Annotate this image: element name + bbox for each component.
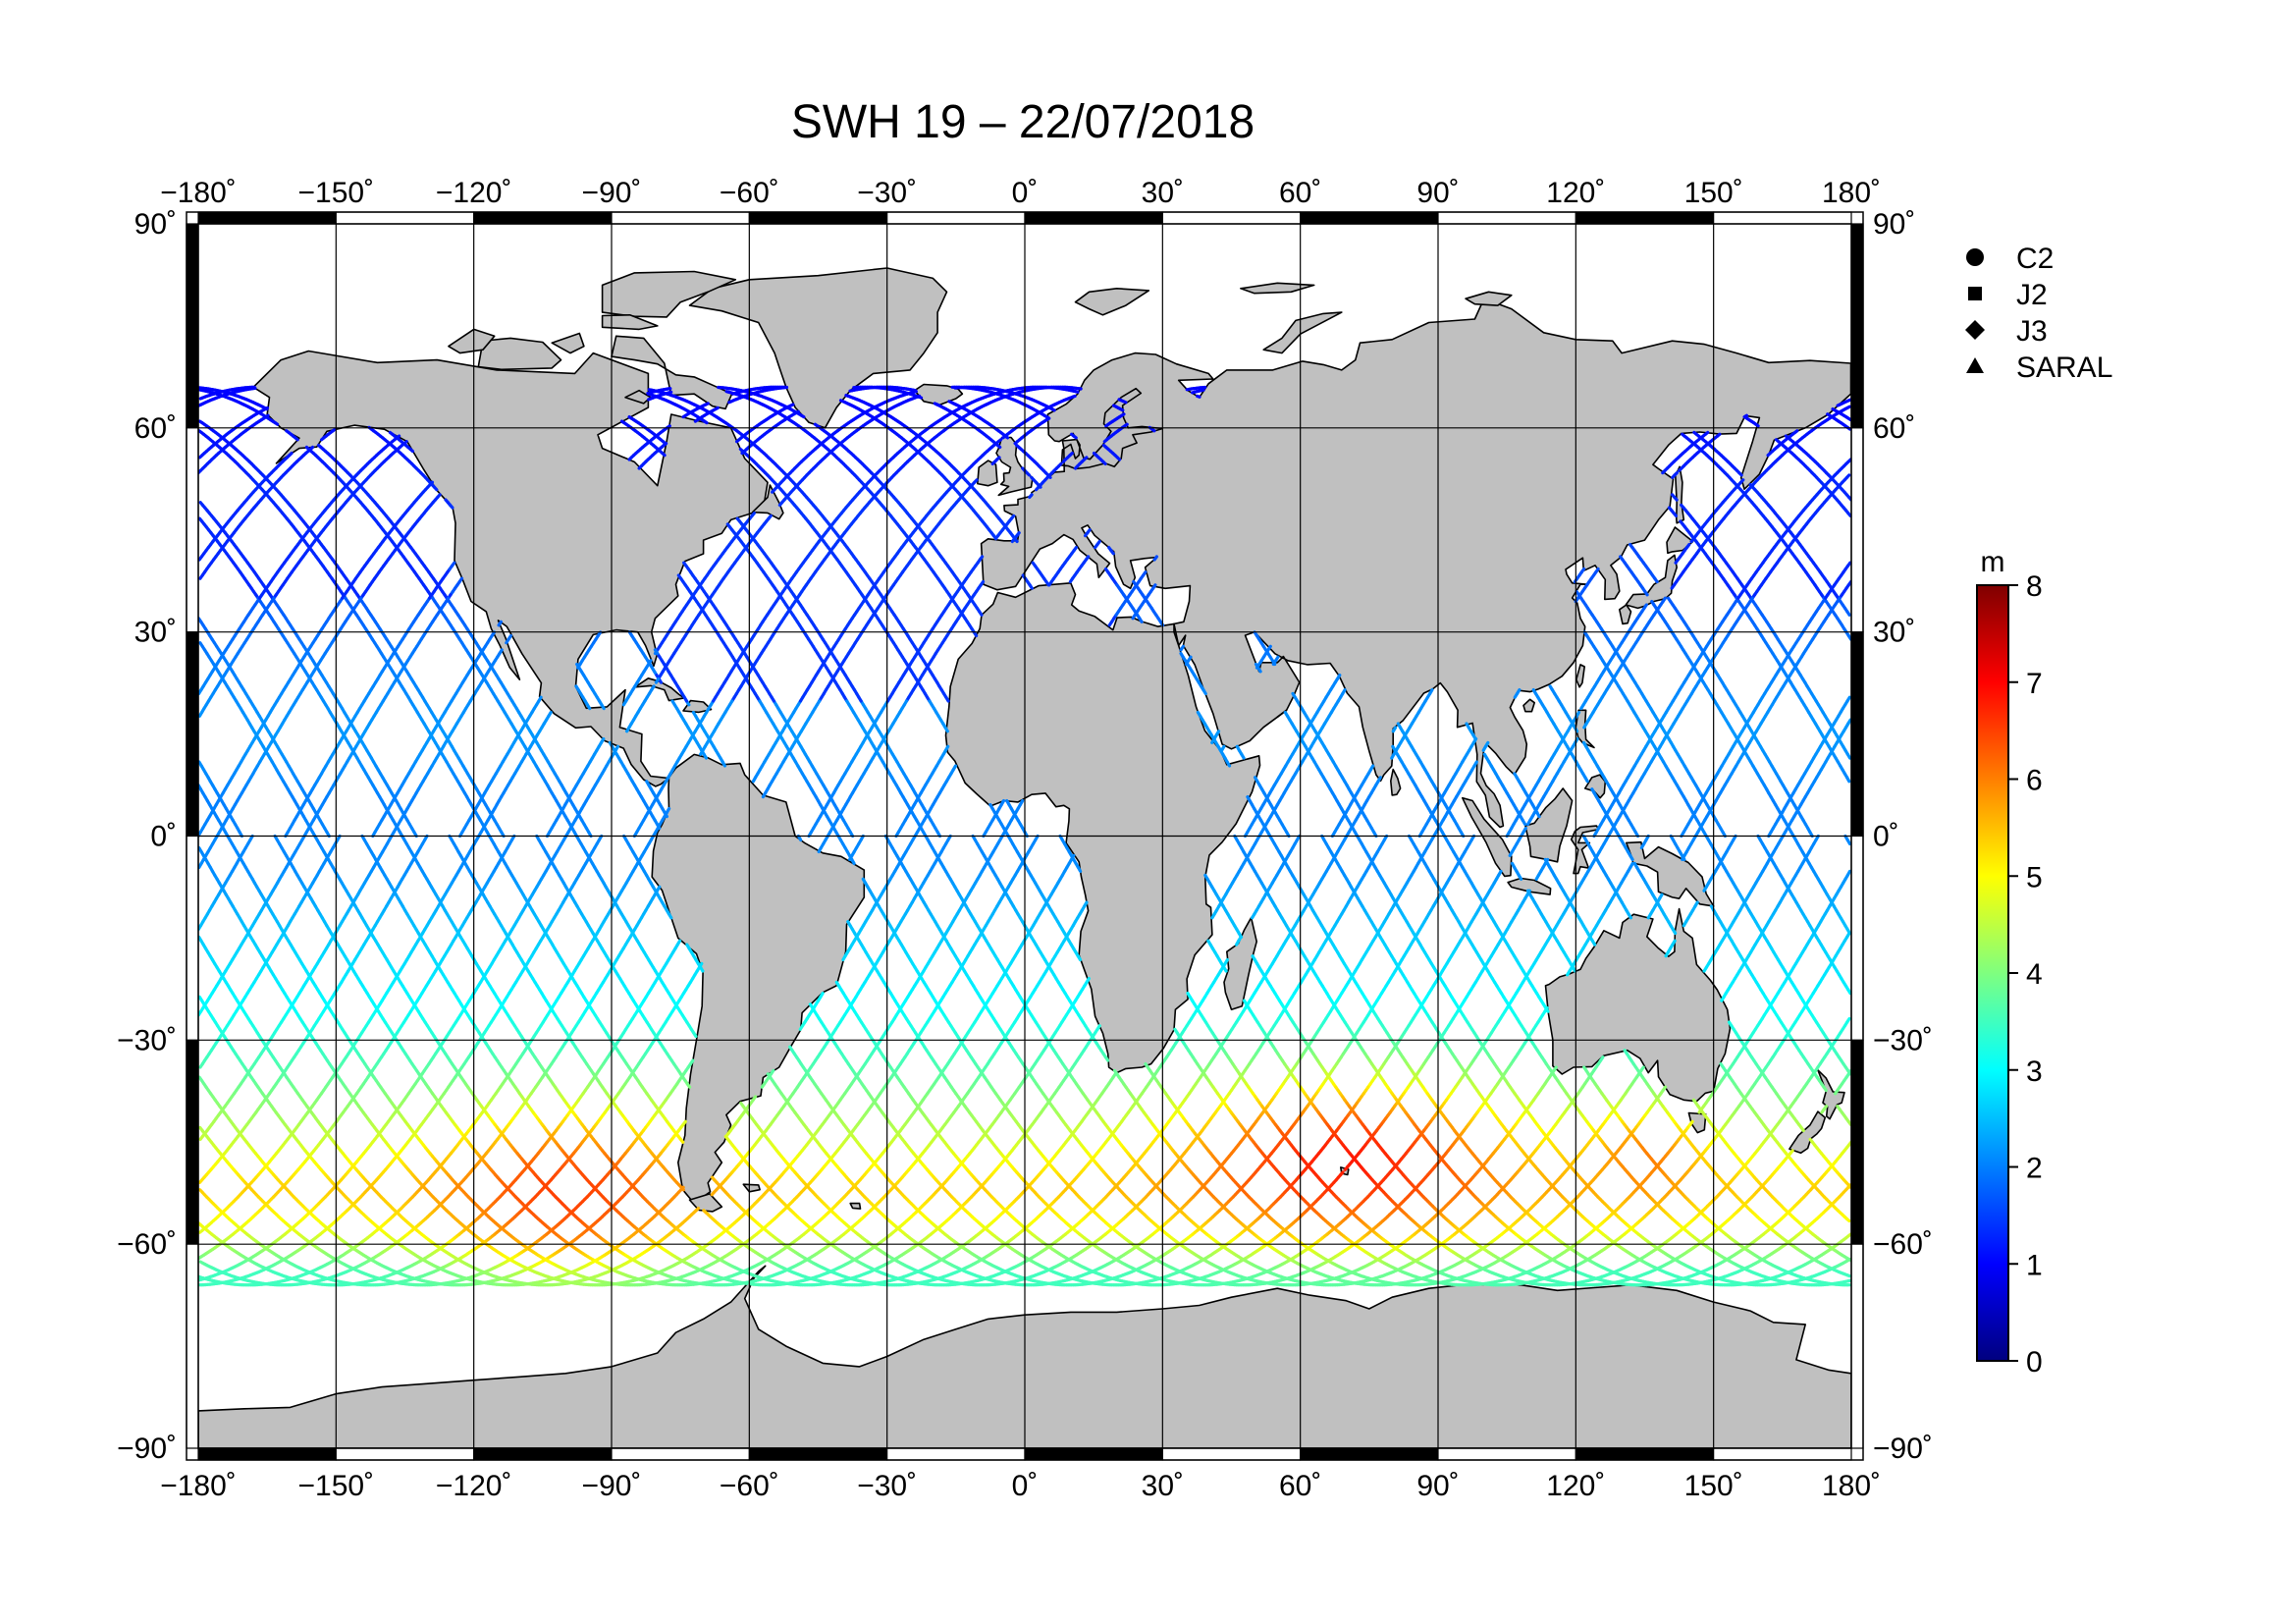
- track-segment: [450, 561, 456, 568]
- land-hispaniola: [682, 699, 713, 714]
- land-baffin-island: [611, 335, 733, 410]
- track-segment: [1845, 927, 1851, 936]
- land-java: [1507, 877, 1552, 895]
- track-segment: [1009, 514, 1016, 520]
- land-severnaya-zemlya: [1465, 291, 1513, 306]
- track-segment: [1671, 927, 1678, 936]
- track-segment: [497, 620, 503, 627]
- track-segment: [1028, 493, 1034, 499]
- track-segment: [750, 511, 757, 518]
- land-ellesmere-island: [601, 270, 737, 318]
- land-japan-kyushu: [1619, 604, 1632, 625]
- land-ireland: [976, 460, 998, 487]
- track-segment: [1661, 1085, 1668, 1093]
- track-segment: [1583, 776, 1589, 784]
- track-segment: [1086, 528, 1092, 535]
- track-segment: [1076, 954, 1083, 962]
- land-prince-of-wales: [551, 332, 585, 354]
- track-segment: [1118, 407, 1125, 412]
- land-new-zealand-north: [1817, 1069, 1845, 1120]
- track-segment: [1141, 570, 1148, 577]
- land-sri-lanka: [1390, 768, 1402, 796]
- track-segment: [599, 736, 606, 745]
- track-segment: [1814, 834, 1820, 842]
- land-sulawesi: [1570, 825, 1600, 875]
- track-segment: [999, 798, 1006, 807]
- track-segment: [666, 424, 671, 429]
- land-luzon: [1575, 709, 1595, 749]
- track-segment: [1845, 1068, 1851, 1076]
- land-svalbard: [1074, 287, 1150, 316]
- track-segment: [978, 555, 985, 562]
- track-segment: [1073, 390, 1080, 394]
- track-segment: [1846, 1183, 1851, 1189]
- track-segment: [655, 885, 662, 893]
- track-segment: [1629, 853, 1634, 862]
- land-borneo: [1524, 787, 1574, 863]
- land-newfoundland: [751, 484, 784, 520]
- track-segment: [1028, 583, 1034, 590]
- track-segment: [1789, 1149, 1794, 1156]
- track-segment: [1225, 760, 1232, 768]
- track-segment: [1138, 617, 1144, 623]
- track-segment: [972, 630, 979, 638]
- land-south-america: [651, 753, 866, 1205]
- land-novaya-zemlya: [1262, 311, 1343, 354]
- track-segment: [1072, 545, 1079, 553]
- land-new-guinea: [1626, 840, 1715, 907]
- track-segment: [703, 419, 709, 425]
- track-segment: [1149, 427, 1156, 433]
- land-south-georgia: [849, 1202, 862, 1210]
- track-segment: [943, 726, 949, 733]
- land-franz-josef-land: [1240, 282, 1315, 295]
- track-segment: [1643, 589, 1649, 597]
- track-segment: [996, 438, 1003, 444]
- track-segment: [1071, 394, 1077, 399]
- track-segment: [694, 1206, 701, 1213]
- land-banks-island: [448, 328, 496, 354]
- land-sumatra: [1462, 796, 1513, 878]
- track-segment: [943, 744, 950, 752]
- track-segment: [704, 402, 710, 406]
- track-segment: [1056, 461, 1063, 468]
- track-segment: [1256, 666, 1262, 674]
- satellite-tracks: [198, 385, 1851, 1287]
- track-segment: [490, 630, 497, 638]
- land-hainan: [1522, 698, 1535, 713]
- track-segment: [1822, 1105, 1829, 1111]
- track-segment: [681, 1119, 687, 1127]
- land-cuba: [634, 676, 685, 702]
- land-greenland: [688, 267, 948, 429]
- track-segment: [1521, 818, 1527, 827]
- land-australia: [1544, 907, 1732, 1103]
- track-segment: [995, 443, 1002, 450]
- land-falklands: [742, 1183, 761, 1193]
- track-segment: [1152, 555, 1159, 562]
- land-devon-island: [601, 313, 659, 331]
- map-title: SWH 19 – 22/07/2018: [791, 96, 1255, 148]
- land-sakhalin: [1675, 465, 1685, 524]
- track-segment: [1101, 460, 1107, 465]
- land-new-zealand-south: [1789, 1110, 1827, 1155]
- track-segment: [537, 695, 543, 703]
- track-segment: [1025, 471, 1032, 477]
- track-segment: [1072, 434, 1078, 440]
- track-segment: [788, 403, 795, 407]
- track-segment: [1590, 939, 1597, 947]
- land-taiwan: [1575, 664, 1585, 688]
- track-segment: [1799, 1125, 1805, 1133]
- track-segment: [1068, 452, 1074, 458]
- track-segment: [1120, 412, 1126, 417]
